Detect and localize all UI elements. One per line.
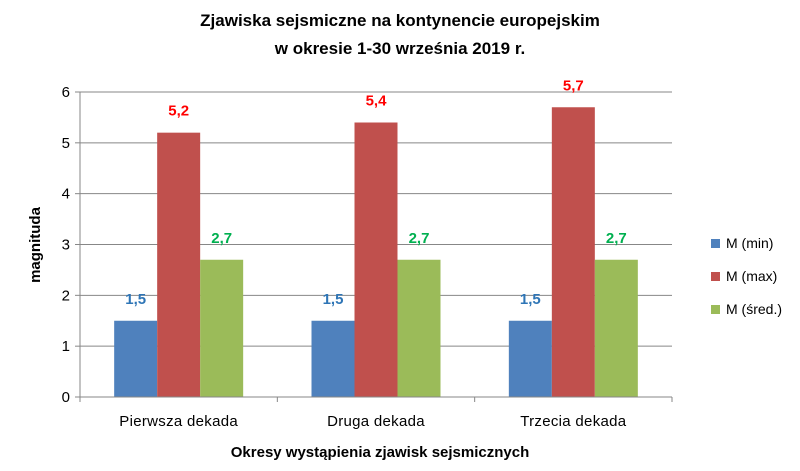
- data-label: 2,7: [409, 230, 430, 247]
- y-tick-label: 0: [62, 389, 70, 406]
- data-label: 1,5: [125, 291, 146, 308]
- bar: [200, 259, 244, 397]
- data-label: 5,7: [563, 77, 584, 94]
- y-axis-ticks: 0 1 2 3 4 5 6: [62, 84, 80, 406]
- legend-swatch: [711, 239, 720, 248]
- data-label: 1,5: [323, 291, 344, 308]
- data-label: 5,4: [366, 93, 388, 110]
- data-labels: 1,5 1,5 1,5 5,2 5,4 5,7 2,7 2,7 2,7: [125, 77, 627, 308]
- x-axis-title: Okresy wystąpienia zjawisk sejsmicznych: [231, 444, 530, 461]
- legend-label: M (śred.): [726, 301, 782, 317]
- chart-title-line2: w okresie 1-30 września 2019 r.: [274, 39, 525, 58]
- legend-swatch: [711, 305, 720, 314]
- bar: [114, 320, 158, 397]
- bars: [114, 107, 638, 397]
- bar: [594, 259, 638, 397]
- bar: [311, 320, 355, 397]
- legend-label: M (min): [726, 235, 773, 251]
- y-tick-label: 3: [62, 237, 70, 254]
- y-tick-label: 5: [62, 135, 70, 152]
- bar: [508, 320, 552, 397]
- y-axis-title: magnituda: [27, 206, 44, 282]
- bar: [551, 107, 595, 397]
- y-tick-label: 6: [62, 84, 70, 101]
- y-tick-label: 2: [62, 287, 70, 304]
- category-label: Druga dekada: [327, 413, 425, 430]
- bar: [397, 259, 441, 397]
- legend: M (min) M (max) M (śred.): [711, 235, 782, 317]
- axes: [79, 92, 673, 402]
- data-label: 2,7: [211, 230, 232, 247]
- data-label: 5,2: [168, 103, 189, 120]
- category-label: Trzecia dekada: [520, 413, 627, 430]
- y-tick-label: 1: [62, 338, 70, 355]
- legend-label: M (max): [726, 268, 777, 284]
- x-axis-categories: Pierwsza dekada Druga dekada Trzecia dekad…: [119, 413, 626, 430]
- legend-swatch: [711, 272, 720, 281]
- data-label: 2,7: [606, 230, 627, 247]
- category-label: Pierwsza dekada: [119, 413, 238, 430]
- bar: [354, 122, 398, 397]
- chart-title-line1: Zjawiska sejsmiczne na kontynencie europ…: [200, 11, 600, 30]
- data-label: 1,5: [520, 291, 541, 308]
- bar: [157, 132, 201, 397]
- y-tick-label: 4: [62, 186, 70, 203]
